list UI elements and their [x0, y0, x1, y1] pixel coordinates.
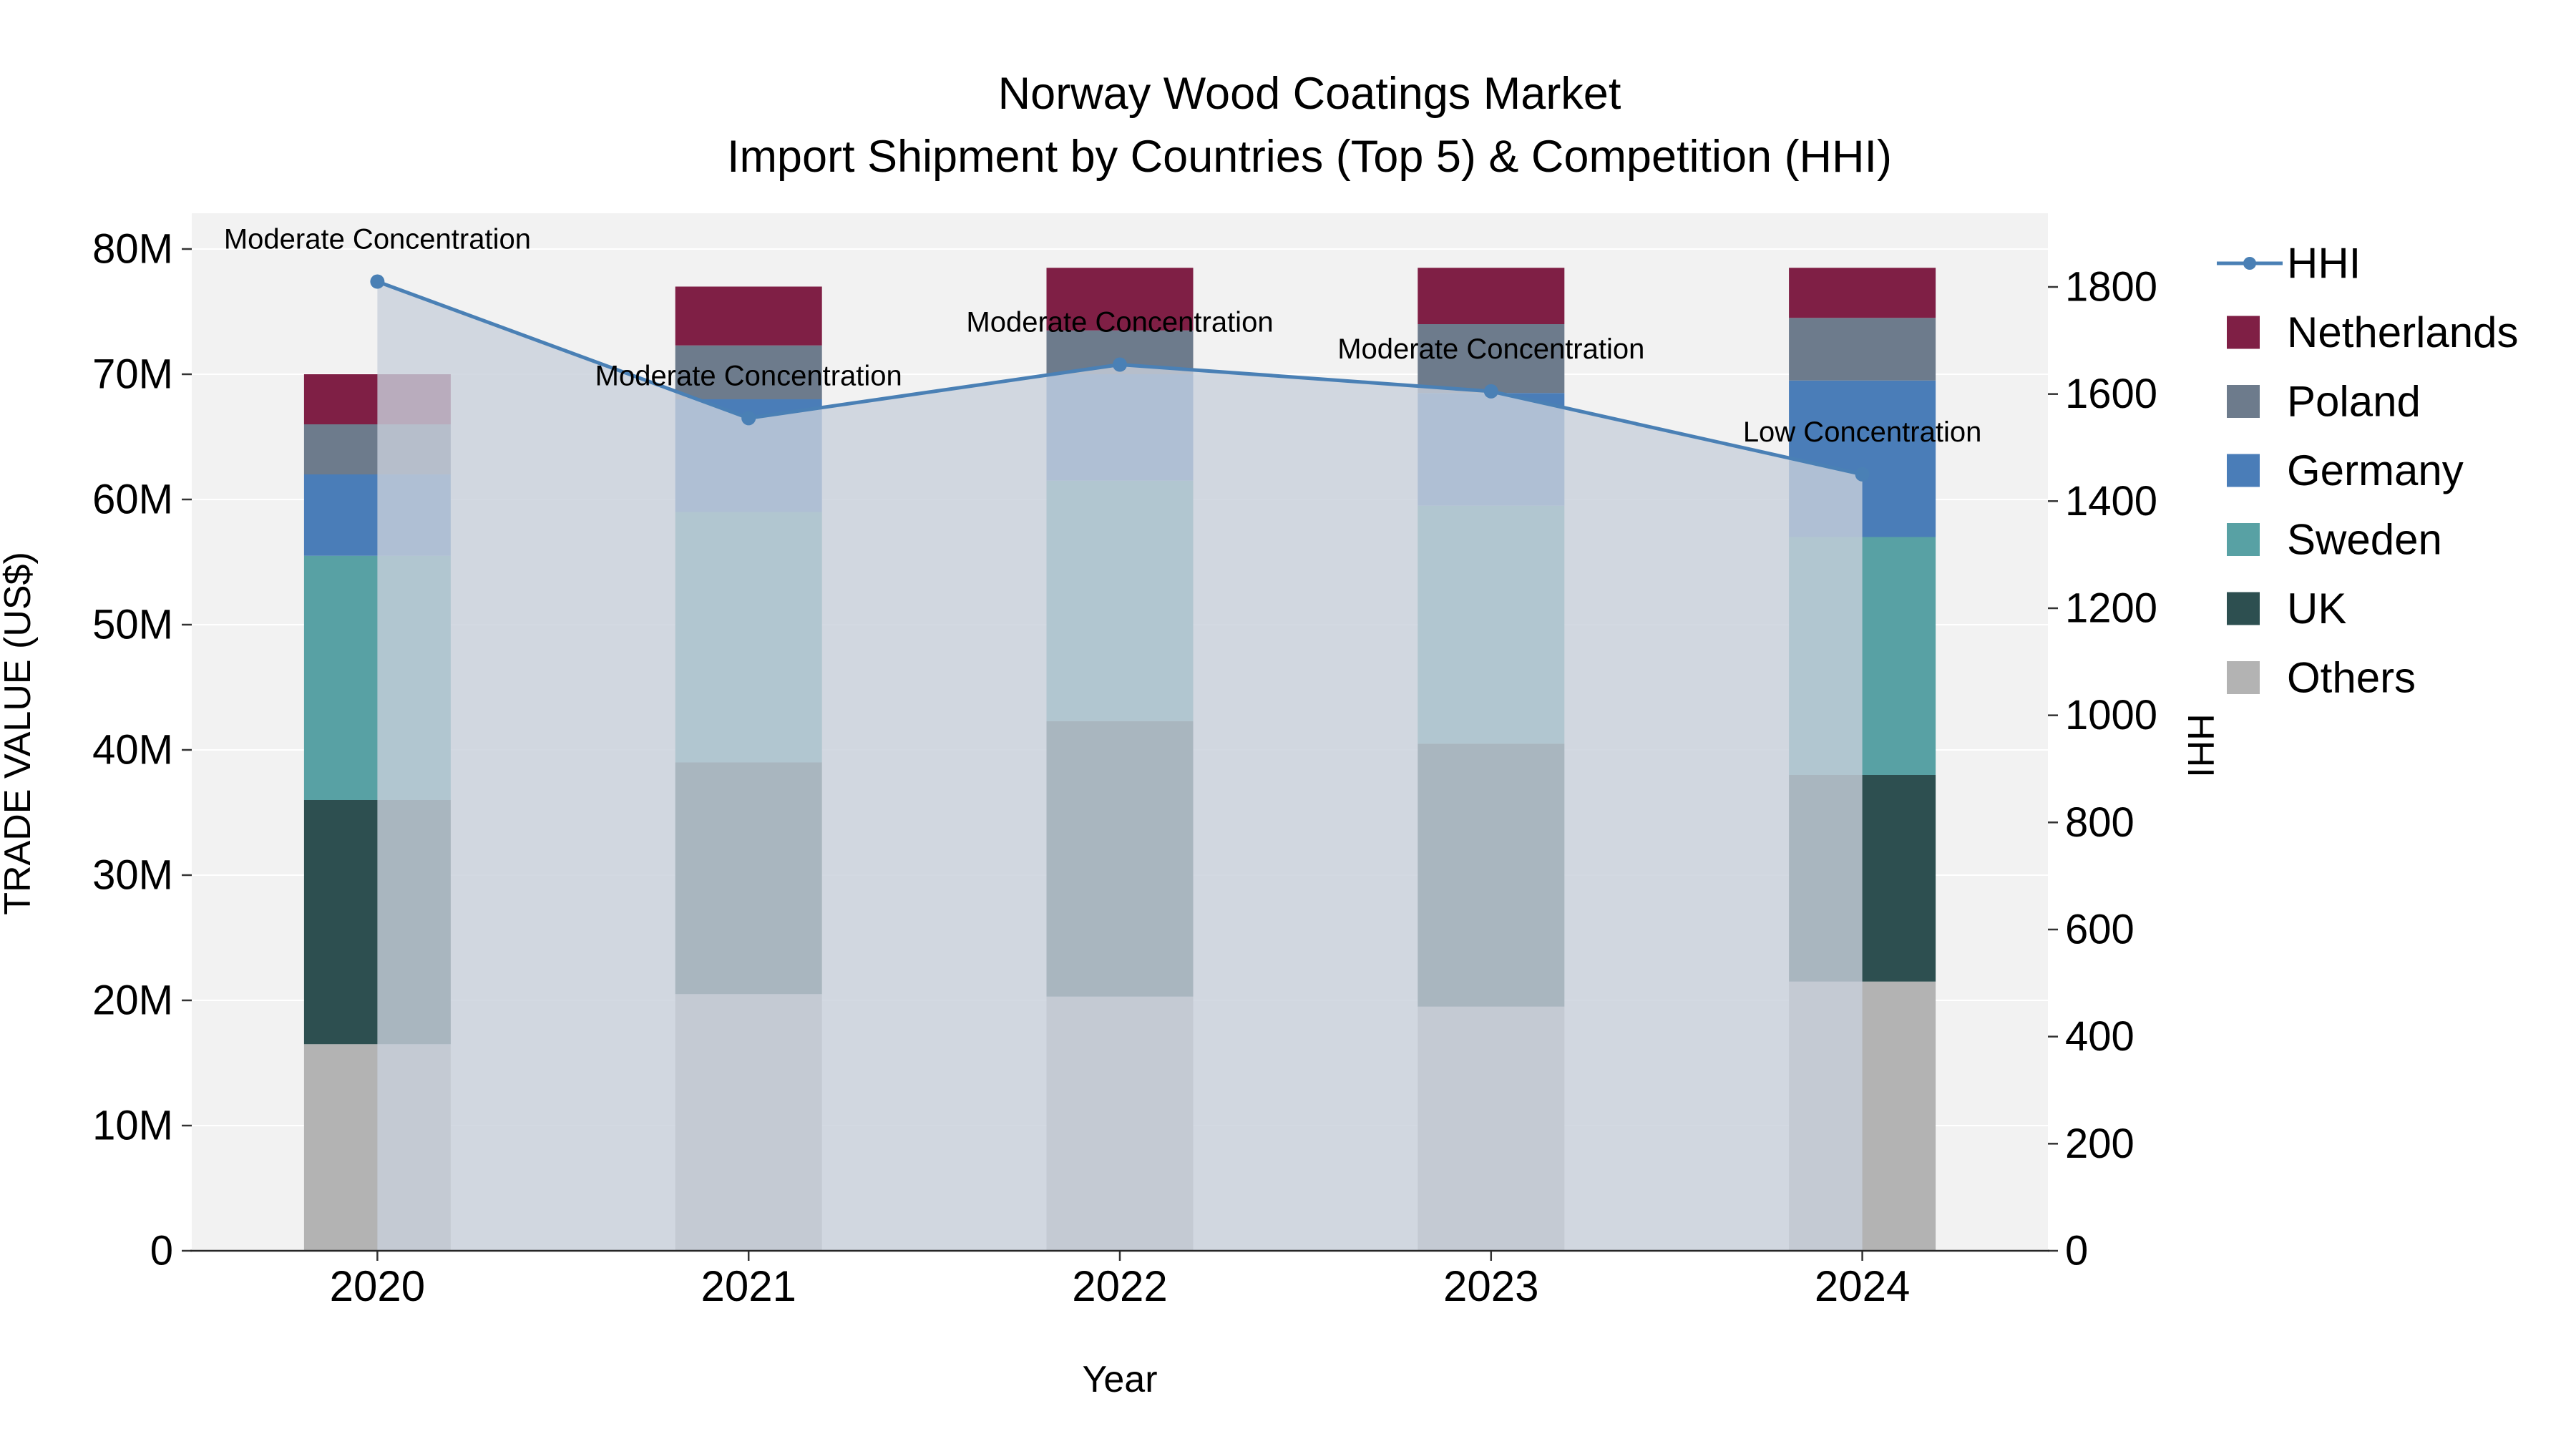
y-right-tick-label: 1800 [2065, 264, 2157, 311]
x-tick-label: 2021 [701, 1262, 796, 1310]
annotation-2021: Moderate Concentration [595, 360, 902, 391]
x-tick-label: 2020 [330, 1262, 425, 1310]
legend-item-netherlands: Netherlands [2227, 308, 2519, 356]
legend-swatch [2227, 661, 2260, 694]
legend-item-hhi: HHI [2217, 240, 2361, 288]
y-left-tick-label: 50M [92, 602, 173, 648]
legend-item-others: Others [2227, 654, 2416, 702]
annotation-2022: Moderate Concentration [966, 307, 1273, 338]
legend-item-poland: Poland [2227, 378, 2421, 426]
bar-segment-poland-2024 [1789, 318, 1936, 381]
chart-title-line2: Import Shipment by Countries (Top 5) & C… [727, 132, 1892, 182]
y-left-tick-label: 80M [92, 226, 173, 273]
hhi-line [370, 274, 1870, 482]
y-axis-right-title: HHI [2180, 713, 2221, 778]
axes-ticks: 0 10M 20M 30M 40M 50M 60M 70M 80M 0 200 400 600 800 10… [92, 226, 2157, 1311]
legend-label-sweden: Sweden [2287, 516, 2442, 564]
bar-segment-netherlands-2023 [1418, 268, 1565, 324]
y-right-tick-label: 1600 [2065, 371, 2157, 417]
legend-swatch [2227, 316, 2260, 349]
annotation-2020: Moderate Concentration [224, 224, 531, 255]
bar-segment-netherlands-2022 [1046, 268, 1194, 331]
y-right-tick-label: 800 [2065, 799, 2135, 846]
legend-label-germany: Germany [2287, 447, 2464, 494]
hhi-marker-2022 [1113, 357, 1127, 372]
y-left-tick-label: 30M [92, 852, 173, 899]
x-axis-title: Year [1082, 1359, 1157, 1400]
legend-swatch [2227, 385, 2260, 418]
legend-item-sweden: Sweden [2227, 516, 2442, 564]
y-right-tick-label: 400 [2065, 1013, 2135, 1060]
annotation-2024: Low Concentration [1743, 416, 1982, 448]
y-left-tick-label: 10M [92, 1103, 173, 1149]
hhi-marker-2020 [370, 274, 385, 289]
y-left-tick-label: 40M [92, 727, 173, 774]
legend-label-netherlands: Netherlands [2287, 308, 2519, 356]
bar-segment-netherlands-2024 [1789, 268, 1936, 318]
y-right-tick-label: 1200 [2065, 585, 2157, 632]
hhi-marker-2023 [1483, 384, 1498, 399]
hhi-area-polygon [377, 281, 1863, 1252]
y-right-tick-label: 1000 [2065, 692, 2157, 738]
y-right-tick-label: 600 [2065, 907, 2135, 953]
y-right-tick-label: 200 [2065, 1121, 2135, 1167]
hhi-area-fill [377, 281, 1863, 1252]
y-right-tick-label: 0 [2065, 1228, 2088, 1274]
legend-label-poland: Poland [2287, 378, 2421, 426]
legend-item-uk: UK [2227, 585, 2346, 633]
hhi-marker-2024 [1855, 467, 1870, 482]
legend-label-uk: UK [2287, 585, 2346, 633]
legend-swatch [2227, 454, 2260, 487]
x-tick-label: 2022 [1072, 1262, 1167, 1310]
hhi-marker-2021 [741, 411, 756, 426]
y-axis-left-title: TRADE VALUE (US$) [0, 552, 39, 915]
legend: HHI Netherlands Poland Germany Sweden UK Other… [2217, 240, 2519, 702]
x-tick-label: 2024 [1815, 1262, 1910, 1310]
annotation-2023: Moderate Concentration [1337, 333, 1644, 365]
x-tick-label: 2023 [1443, 1262, 1538, 1310]
bar-segment-poland-2023 [1418, 324, 1565, 394]
annotations: Moderate Concentration Moderate Concentra… [224, 224, 1982, 448]
bar-segment-poland-2021 [675, 345, 822, 399]
y-left-tick-label: 70M [92, 351, 173, 398]
y-left-tick-label: 60M [92, 477, 173, 523]
legend-label-others: Others [2287, 654, 2416, 702]
chart-title-line1: Norway Wood Coatings Market [998, 69, 1621, 119]
legend-label-hhi: HHI [2287, 240, 2361, 288]
legend-line-marker [2243, 257, 2256, 270]
legend-swatch [2227, 523, 2260, 556]
y-left-tick-label: 20M [92, 977, 173, 1024]
legend-swatch [2227, 592, 2260, 625]
y-left-tick-label: 0 [150, 1228, 173, 1274]
y-right-tick-label: 1400 [2065, 478, 2157, 525]
legend-item-germany: Germany [2227, 447, 2464, 494]
bar-segment-netherlands-2021 [675, 286, 822, 346]
